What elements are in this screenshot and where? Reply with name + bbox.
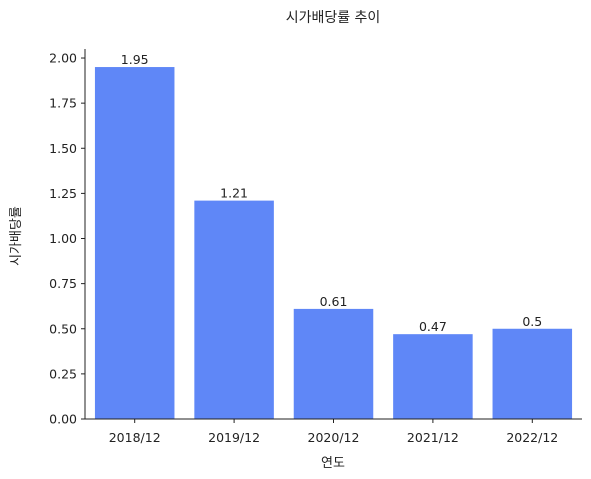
y-tick-label: 1.25 xyxy=(49,186,77,201)
x-tick-label: 2019/12 xyxy=(208,430,260,445)
y-tick-label: 1.75 xyxy=(49,96,77,111)
data-labels: 1.95 1.21 0.61 0.47 0.5 xyxy=(121,52,542,334)
x-tick-label: 2018/12 xyxy=(109,430,161,445)
y-axis-ticks: 0.00 0.25 0.50 0.75 1.00 1.25 1.50 1.75 2.00 xyxy=(49,51,85,427)
bar xyxy=(194,200,274,419)
bar xyxy=(393,334,473,419)
bar xyxy=(492,328,573,419)
bar-value-label: 1.95 xyxy=(121,52,149,67)
y-tick-label: 0.00 xyxy=(49,412,77,427)
y-tick-label: 1.50 xyxy=(49,141,77,156)
x-tick-label: 2020/12 xyxy=(308,430,360,445)
bar xyxy=(94,67,175,420)
y-axis-label: 시가배당률 xyxy=(9,206,24,266)
x-axis-ticks: 2018/12 2019/12 2020/12 2021/12 2022/12 xyxy=(109,419,558,445)
y-tick-label: 0.50 xyxy=(49,321,77,336)
bar-value-label: 0.61 xyxy=(320,294,348,309)
y-tick-label: 0.25 xyxy=(49,366,77,381)
x-tick-label: 2022/12 xyxy=(506,430,558,445)
y-tick-label: 1.00 xyxy=(49,231,77,246)
y-tick-label: 0.75 xyxy=(49,276,77,291)
x-axis-label: 연도 xyxy=(321,456,345,471)
bars xyxy=(94,67,573,420)
y-tick-label: 2.00 xyxy=(49,51,77,66)
x-tick-label: 2021/12 xyxy=(407,430,459,445)
bar-value-label: 0.47 xyxy=(419,319,447,334)
bar-value-label: 1.21 xyxy=(220,186,248,201)
bar xyxy=(293,308,374,419)
chart-title: 시가배당률 추이 xyxy=(286,10,381,26)
bar-value-label: 0.5 xyxy=(522,314,542,329)
